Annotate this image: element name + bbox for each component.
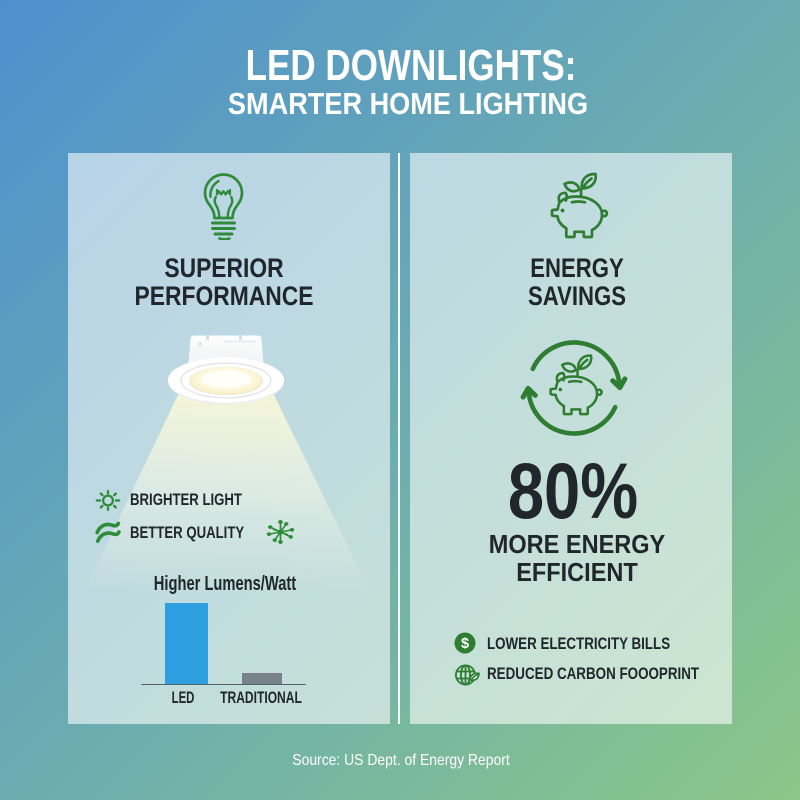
svg-text:$: $ [461, 636, 469, 652]
